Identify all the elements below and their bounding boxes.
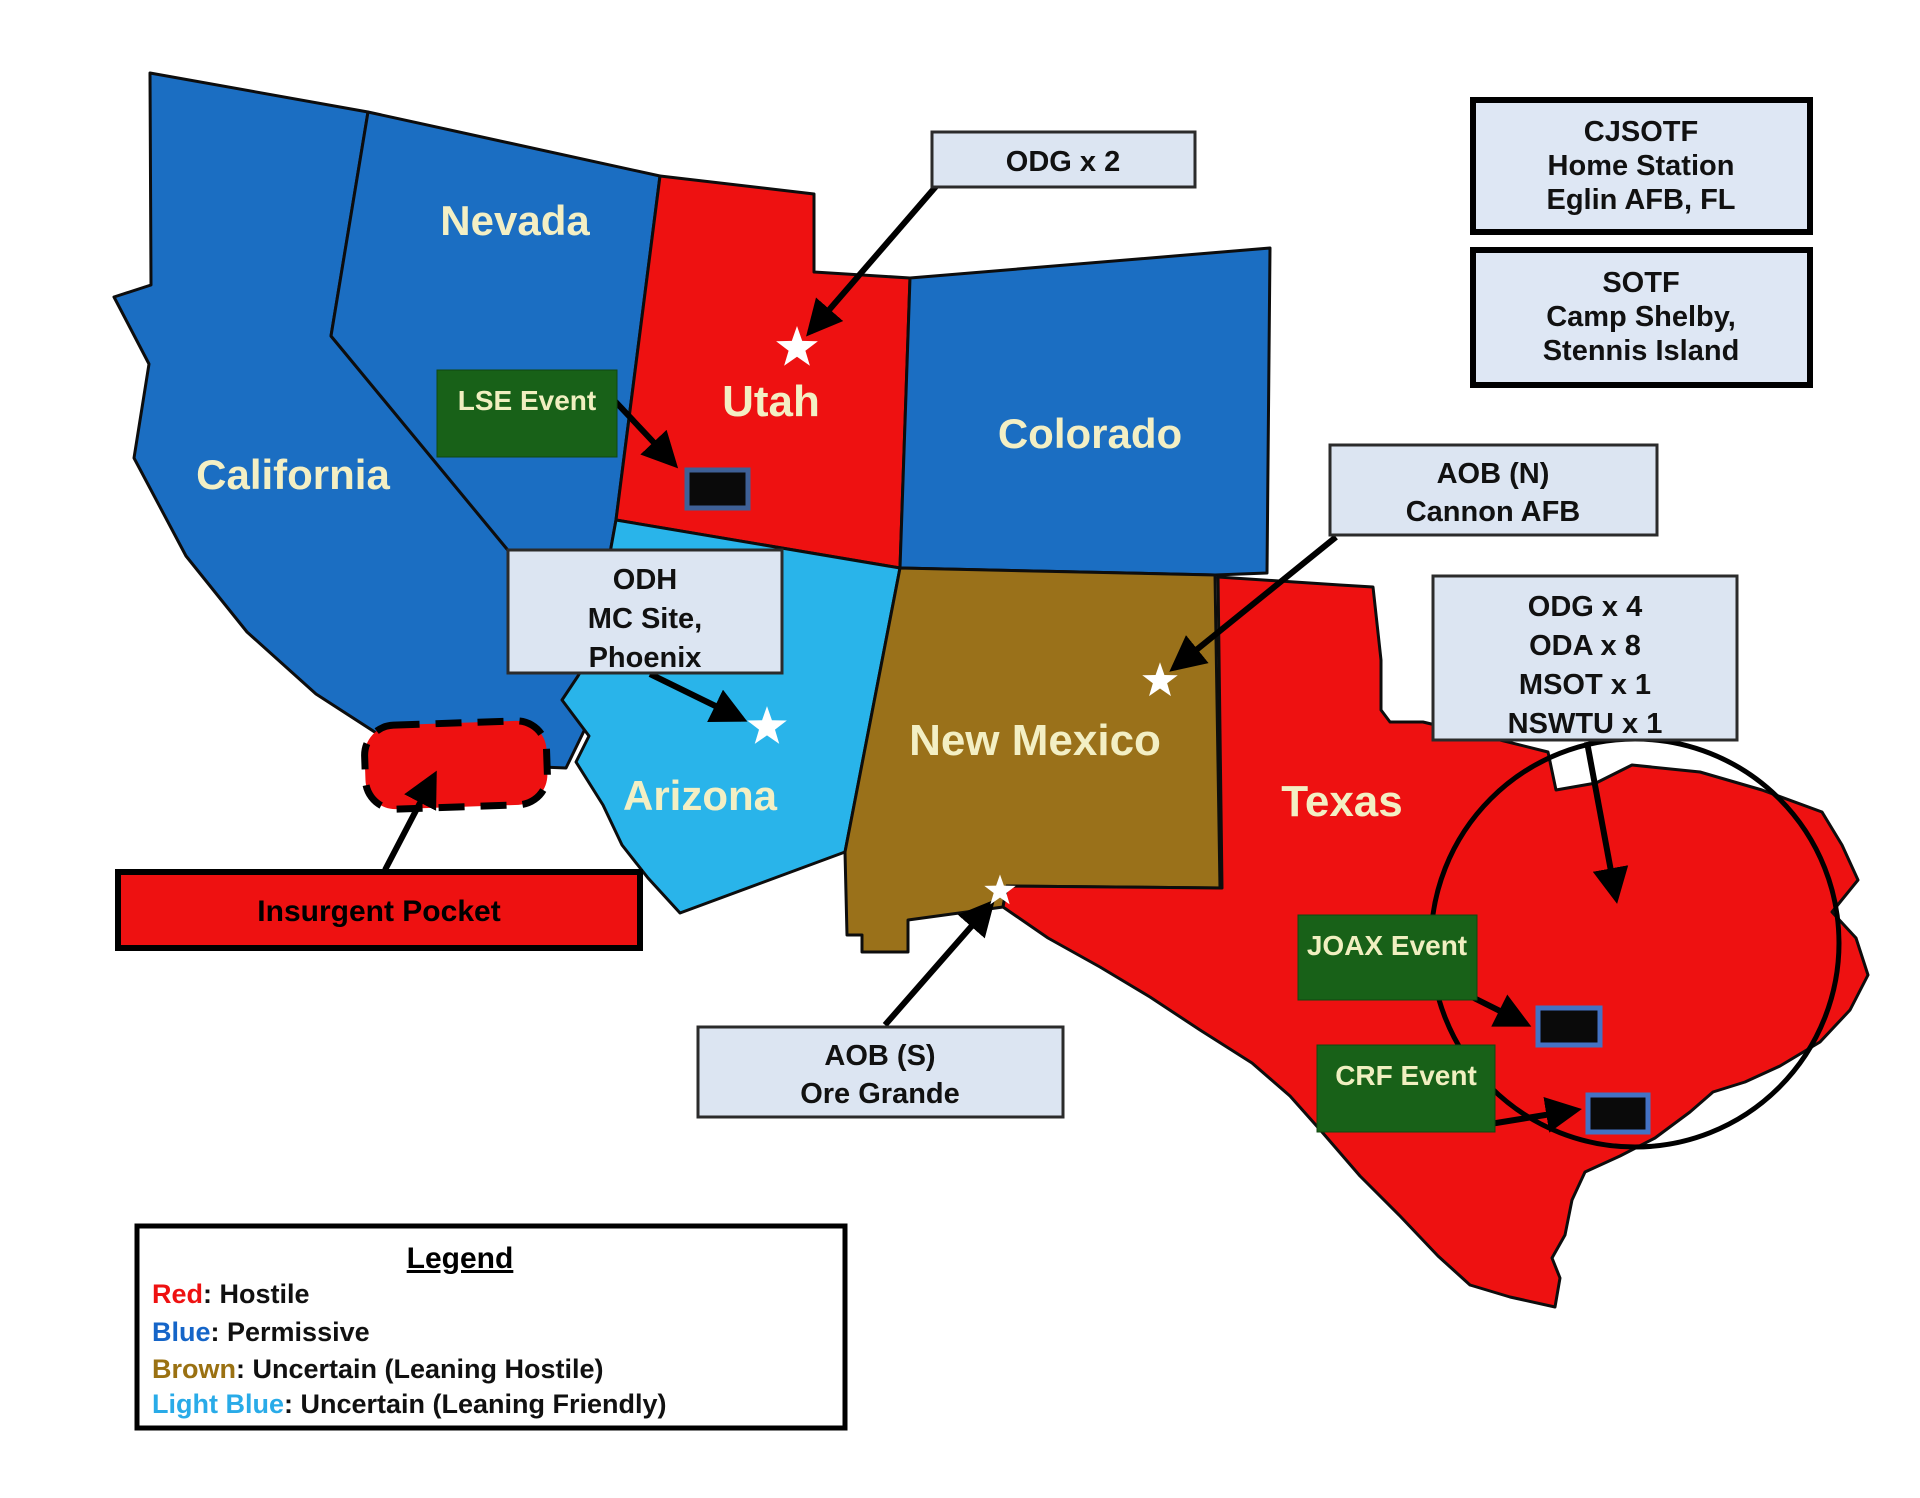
legend-meaning-red: : Hostile [203,1279,310,1309]
california-label: California [196,451,390,498]
event-boxes-layer: LSE Event JOAX Event CRF Event [436,369,1496,1133]
legend-meaning-light-blue: : Uncertain (Leaning Friendly) [284,1389,667,1419]
utah-label: Utah [722,377,820,426]
legend-meaning-blue: : Permissive [211,1317,370,1347]
joax-event-box [1297,914,1478,1001]
lse-event-label: LSE Event [458,385,596,416]
legend-swatch-blue: Blue [152,1317,211,1347]
legend-entry-blue: Blue: Permissive [152,1317,370,1347]
legend-entry-brown: Brown: Uncertain (Leaning Hostile) [152,1354,604,1384]
sotf-line: Camp Shelby, [1546,301,1736,333]
state-new-mexico [843,566,1222,954]
aob-s-callout-line: Ore Grande [800,1078,960,1110]
crf-target-rectangle-icon [1585,1092,1651,1135]
aob-s-callout-box [696,1025,1065,1119]
aob-s-callout-line: AOB (S) [824,1040,935,1072]
sotf-line: SOTF [1602,267,1679,299]
cjsotf-line: CJSOTF [1584,116,1698,148]
state-colorado [898,246,1272,577]
legend-swatch-red: Red [152,1279,203,1309]
legend-swatch-light-blue: Light Blue [152,1389,284,1419]
odg2-arrow-icon [806,182,941,337]
insurgent-pocket-label: Insurgent Pocket [257,895,500,928]
legend: Legend Red: Hostile Blue: Permissive Bro… [134,1223,848,1431]
lse-target-rectangle-icon [684,467,751,511]
state-utah [614,174,912,570]
sotf-line: Stennis Island [1543,335,1740,367]
cjsotf-box [1470,97,1813,235]
insurgent-pocket-arrow-icon [382,770,437,872]
joax-target-rectangle-icon [1535,1005,1603,1048]
insurgent-pocket-region [361,717,551,813]
odh-callout-line: ODH [613,564,677,596]
legend-title: Legend [407,1242,514,1275]
odg2-callout-label: ODG x 2 [1006,146,1120,178]
arrows-layer [382,182,1629,1133]
odh-arrow-icon [648,671,748,722]
crf-arrow-icon [1489,1097,1582,1133]
crf-event-label: CRF Event [1335,1060,1477,1091]
aob-s-arrow-icon [882,899,995,1027]
legend-box [134,1223,848,1431]
legend-entry-light-blue: Light Blue: Uncertain (Leaning Friendly) [152,1389,667,1419]
odg2-callout-box [930,130,1197,189]
sof-units-line: MSOT x 1 [1519,669,1651,701]
lse-arrow-icon [609,395,679,469]
aob-n-callout-line: AOB (N) [1437,458,1550,490]
texas-label: Texas [1281,777,1403,826]
sof-units-line: NSWTU x 1 [1508,708,1663,740]
hq-boxes-layer: CJSOTF Home Station Eglin AFB, FL SOTF C… [1470,97,1813,388]
legend-entry-red: Red: Hostile [152,1279,310,1309]
lse-event-box [436,369,618,458]
legend-swatch-brown: Brown [152,1354,236,1384]
joax-arrow-icon [1466,992,1532,1027]
sof-units-line: ODG x 4 [1528,591,1642,623]
sof-units-callout-box [1431,574,1739,742]
odh-callout-box [506,548,784,675]
new-mexico-label: New Mexico [909,716,1161,765]
aob-n-callout-box [1328,443,1659,537]
colorado-label: Colorado [998,410,1182,457]
cjsotf-line: Eglin AFB, FL [1546,184,1735,216]
nevada-label: Nevada [440,197,590,244]
insurgent-pocket-box [115,869,643,951]
odh-callout-line: Phoenix [589,642,702,674]
aob-n-arrow-icon [1169,534,1338,672]
sof-units-arrow-icon [1584,741,1629,904]
sof-units-line: ODA x 8 [1529,630,1641,662]
joax-event-label: JOAX Event [1307,930,1467,961]
aob-n-callout-line: Cannon AFB [1406,496,1581,528]
sotf-box [1470,247,1813,388]
state-labels-layer: California Nevada Utah Colorado Arizona … [196,197,1403,826]
legend-meaning-brown: : Uncertain (Leaning Hostile) [236,1354,604,1384]
odh-callout-line: MC Site, [588,603,702,635]
arizona-label: Arizona [623,772,778,819]
crf-event-box [1316,1044,1496,1133]
cjsotf-line: Home Station [1548,150,1735,182]
callouts-layer: ODG x 2 ODH MC Site, Phoenix AOB (N) Can… [506,130,1739,1119]
